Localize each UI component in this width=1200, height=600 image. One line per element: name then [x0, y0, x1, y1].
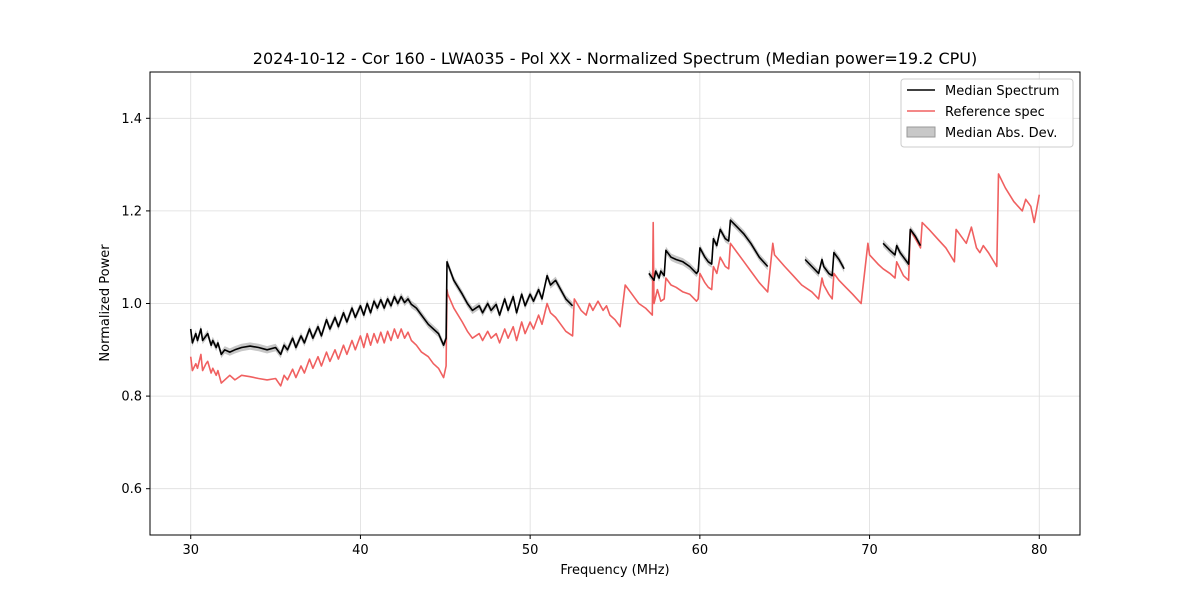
x-tick-label: 80	[1031, 543, 1048, 558]
reference-spectrum-line	[189, 173, 1041, 387]
legend-median-label: Median Spectrum	[945, 84, 1059, 99]
legend-mad-swatch	[906, 126, 936, 138]
y-tick-label: 1.0	[121, 297, 142, 312]
x-tick-label: 70	[861, 543, 878, 558]
y-tick-label: 0.8	[121, 390, 142, 405]
y-axis-ticks: 0.6 0.8 1.0 1.2 1.4	[121, 112, 150, 497]
legend-box	[900, 78, 1074, 148]
median-spectrum-line	[189, 261, 574, 356]
chart-title: 2024-10-12 - Cor 160 - LWA035 - Pol XX -…	[253, 49, 977, 68]
x-axis-ticks: 30 40 50 60 70 80	[182, 535, 1048, 558]
y-tick-label: 0.6	[121, 482, 142, 497]
x-tick-label: 30	[182, 543, 199, 558]
y-tick-label: 1.2	[121, 204, 142, 219]
legend: Median Spectrum Reference spec Median Ab…	[900, 78, 1074, 148]
median-spectrum-line	[648, 219, 769, 282]
mad-band-segment	[190, 258, 573, 359]
median-series-layer	[189, 219, 922, 356]
median-spectrum-line	[882, 228, 922, 265]
x-tick-label: 50	[522, 543, 539, 558]
x-tick-label: 40	[352, 543, 369, 558]
reference-series-layer	[189, 173, 1041, 387]
y-tick-label: 1.4	[121, 112, 142, 127]
median-spectrum-line	[804, 251, 845, 277]
x-tick-label: 60	[692, 543, 709, 558]
legend-reference-label: Reference spec	[945, 105, 1045, 120]
legend-mad-label: Median Abs. Dev.	[945, 126, 1057, 141]
x-axis-label: Frequency (MHz)	[560, 563, 669, 578]
y-axis-label: Normalized Power	[98, 244, 113, 362]
